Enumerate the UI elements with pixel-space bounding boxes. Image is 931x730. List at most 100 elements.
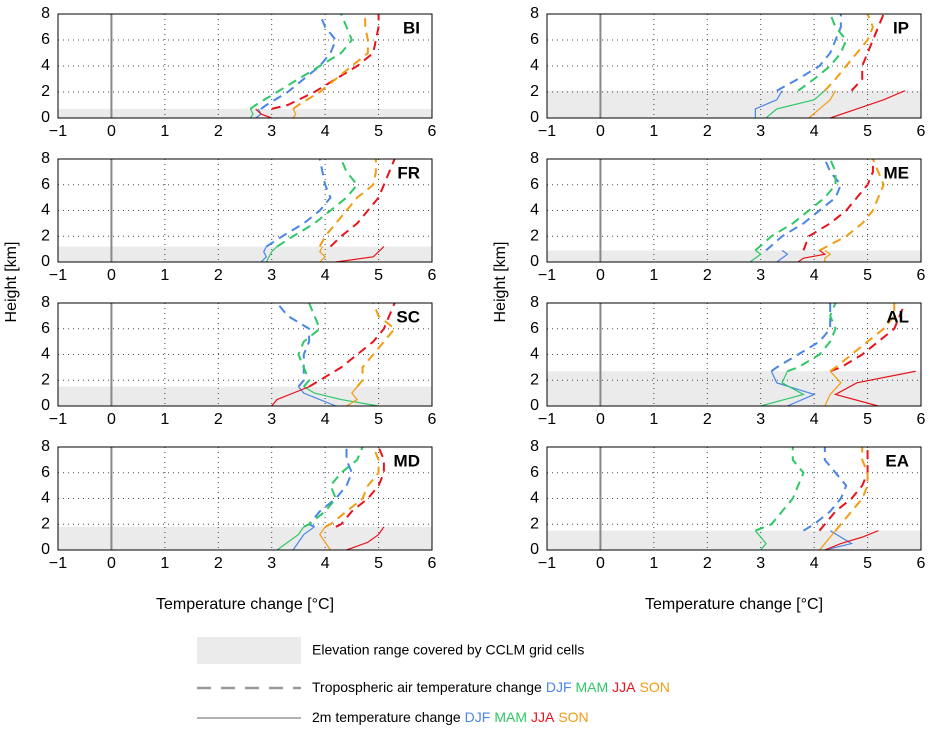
- air-temperature-profile: [265, 158, 332, 248]
- y-tick-label: 6: [41, 31, 50, 48]
- legend-season: DJF: [465, 709, 491, 725]
- y-tick-label: 4: [41, 57, 50, 74]
- x-tick-label: 2: [214, 123, 223, 140]
- x-tick-label: 1: [160, 555, 169, 572]
- x-axis-label: Temperature change [°C]: [156, 596, 334, 613]
- x-tick-label: 0: [107, 555, 116, 572]
- legend-season: MAM: [576, 679, 609, 695]
- elevation-band: [547, 530, 921, 550]
- x-tick-label: 3: [267, 267, 276, 284]
- x-tick-label: 3: [267, 555, 276, 572]
- legend-season: SON: [640, 679, 670, 695]
- x-tick-label: 1: [649, 267, 658, 284]
- air-temperature-profile: [307, 447, 353, 528]
- x-tick-label: 0: [596, 123, 605, 140]
- air-temperature-profile: [271, 14, 380, 110]
- x-tick-label: 5: [863, 123, 872, 140]
- legend-season: JJA: [612, 679, 636, 695]
- x-tick-label: 5: [374, 555, 383, 572]
- y-tick-label: 4: [530, 202, 539, 219]
- plot-frame: [546, 302, 922, 407]
- x-tick-label: 6: [917, 411, 926, 428]
- elevation-band: [58, 386, 432, 406]
- x-tick-label: 4: [321, 411, 330, 428]
- x-tick-label: −1: [538, 267, 556, 284]
- elevation-band: [58, 246, 432, 262]
- y-tick-label: 2: [530, 371, 539, 388]
- air-temperature-profile: [824, 13, 874, 92]
- y-axis-label: Height [km]: [3, 242, 20, 323]
- x-tick-label: 5: [374, 411, 383, 428]
- y-tick-label: 6: [41, 464, 50, 481]
- air-temperature-profile: [297, 302, 322, 388]
- x-tick-label: 6: [917, 267, 926, 284]
- y-tick-label: 0: [41, 541, 50, 558]
- surface-temperature-profile: [824, 370, 842, 407]
- surface-temperature-profile: [824, 249, 832, 262]
- y-tick-label: 0: [530, 397, 539, 414]
- x-tick-label: 4: [321, 123, 330, 140]
- elevation-band: [58, 108, 432, 118]
- legend-label: 2m temperature change DJF MAM JJA SON: [312, 709, 589, 725]
- plot-frame: [57, 302, 433, 407]
- y-tick-label: 8: [530, 150, 539, 167]
- x-tick-label: 1: [160, 123, 169, 140]
- y-tick-label: 0: [530, 253, 539, 270]
- surface-temperature-profile: [824, 530, 854, 551]
- x-tick-label: 2: [703, 123, 712, 140]
- air-temperature-profile: [324, 446, 380, 528]
- x-tick-label: −1: [49, 123, 67, 140]
- y-tick-label: 0: [41, 253, 50, 270]
- y-tick-label: 2: [530, 83, 539, 100]
- x-tick-label: 0: [107, 123, 116, 140]
- x-tick-label: 0: [596, 555, 605, 572]
- y-tick-label: 2: [41, 371, 50, 388]
- air-temperature-profile: [318, 159, 377, 248]
- panel-title: BI: [403, 18, 420, 37]
- x-tick-label: −1: [49, 555, 67, 572]
- air-temperature-profile: [754, 158, 837, 252]
- air-temperature-profile: [802, 159, 874, 251]
- y-tick-label: 0: [530, 541, 539, 558]
- elevation-band: [547, 90, 921, 118]
- y-tick-label: 4: [41, 202, 50, 219]
- surface-temperature-profile: [760, 370, 806, 407]
- x-tick-label: 2: [703, 411, 712, 428]
- x-tick-label: 3: [267, 411, 276, 428]
- y-tick-label: 8: [530, 5, 539, 22]
- elevation-band: [58, 526, 432, 550]
- y-tick-label: 2: [41, 83, 50, 100]
- air-temperature-profile: [829, 303, 896, 373]
- air-temperature-profile: [819, 158, 885, 252]
- air-temperature-profile: [276, 302, 311, 388]
- legend-text: Tropospheric air temperature change: [312, 679, 542, 695]
- x-tick-label: 0: [107, 267, 116, 284]
- elevation-band: [547, 371, 921, 406]
- air-temperature-profile: [765, 158, 843, 252]
- air-temperature-profile: [802, 447, 848, 532]
- plot-frame: [57, 446, 433, 551]
- x-tick-label: 3: [756, 267, 765, 284]
- x-tick-label: 3: [267, 123, 276, 140]
- y-tick-label: 4: [41, 490, 50, 507]
- x-tick-label: 1: [160, 411, 169, 428]
- air-temperature-profile: [308, 302, 396, 388]
- surface-temperature-profile: [765, 90, 826, 119]
- air-temperature-profile: [776, 14, 842, 92]
- y-tick-label: 2: [530, 227, 539, 244]
- surface-temperature-profile: [292, 526, 315, 551]
- x-tick-label: 1: [160, 267, 169, 284]
- plot-frame: [546, 446, 922, 551]
- surface-temperature-profile: [819, 530, 836, 551]
- panel-title: AL: [886, 307, 909, 326]
- air-temperature-profile: [356, 302, 397, 388]
- x-tick-label: 5: [863, 267, 872, 284]
- surface-temperature-profile: [797, 249, 827, 263]
- air-temperature-profile: [754, 447, 805, 532]
- y-tick-label: 2: [530, 515, 539, 532]
- legend-season: SON: [558, 709, 588, 725]
- x-tick-label: 1: [649, 123, 658, 140]
- x-tick-label: 5: [863, 411, 872, 428]
- y-tick-label: 0: [41, 109, 50, 126]
- panel-title: EA: [885, 451, 909, 470]
